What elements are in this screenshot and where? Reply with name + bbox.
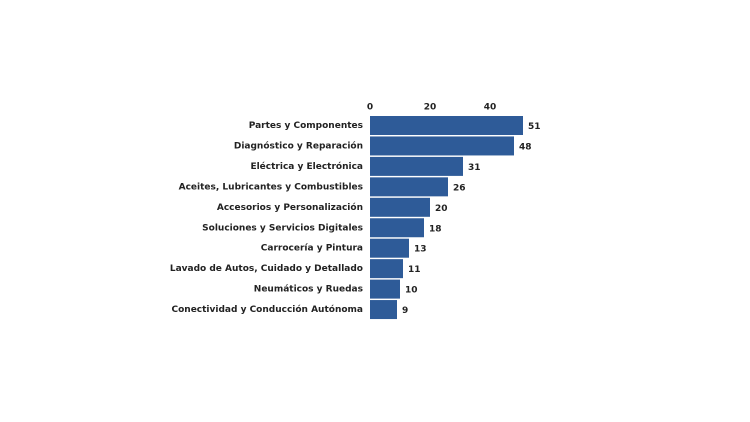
y-tick-label: Neumáticos y Ruedas xyxy=(254,285,363,295)
bar xyxy=(370,300,397,320)
y-tick-label: Partes y Componentes xyxy=(249,121,363,131)
value-label: 26 xyxy=(453,183,466,193)
x-tick-label: 40 xyxy=(484,103,497,113)
bar xyxy=(370,136,514,156)
value-label: 11 xyxy=(408,265,421,275)
bar xyxy=(370,218,424,238)
value-label: 10 xyxy=(405,286,418,296)
y-tick-label: Lavado de Autos, Cuidado y Detallado xyxy=(170,264,363,274)
bar xyxy=(370,259,403,279)
value-label: 31 xyxy=(468,163,481,173)
bar xyxy=(370,116,523,135)
value-label: 18 xyxy=(429,224,442,234)
value-label: 48 xyxy=(519,142,532,152)
value-label: 13 xyxy=(414,245,427,255)
value-label: 9 xyxy=(402,306,408,316)
y-tick-label: Carrocería y Pintura xyxy=(261,244,363,254)
y-tick-label: Aceites, Lubricantes y Combustibles xyxy=(179,182,363,192)
x-tick-label: 0 xyxy=(367,103,373,113)
bar xyxy=(370,197,430,217)
bar xyxy=(370,156,463,176)
bar xyxy=(370,279,400,299)
y-tick-label: Conectividad y Conducción Autónoma xyxy=(172,304,364,315)
y-tick-label: Eléctrica y Electrónica xyxy=(250,161,363,172)
value-label: 20 xyxy=(435,204,448,214)
bar xyxy=(370,238,409,258)
y-tick-label: Diagnóstico y Reparación xyxy=(234,140,363,151)
bar xyxy=(370,177,448,197)
value-label: 51 xyxy=(528,122,541,132)
y-tick-label: Soluciones y Servicios Digitales xyxy=(202,223,363,233)
x-tick-label: 20 xyxy=(424,103,437,113)
y-tick-label: Accesorios y Personalización xyxy=(217,202,363,213)
